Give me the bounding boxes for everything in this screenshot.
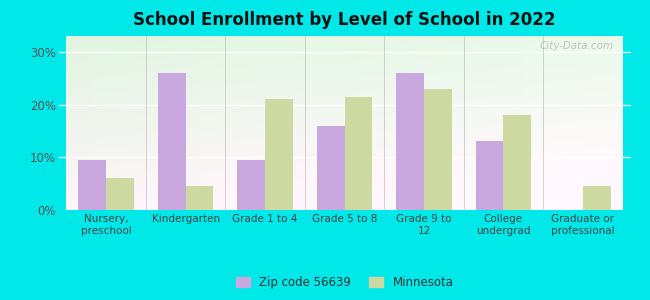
Bar	[503, 115, 531, 210]
Legend: Zip code 56639, Minnesota: Zip code 56639, Minnesota	[229, 270, 460, 295]
Title: School Enrollment by Level of School in 2022: School Enrollment by Level of School in …	[133, 11, 556, 29]
Bar	[396, 73, 424, 210]
Bar	[583, 186, 610, 210]
Text: City-Data.com: City-Data.com	[540, 41, 614, 51]
Bar	[186, 186, 213, 210]
Bar	[106, 178, 134, 210]
Bar	[424, 89, 452, 210]
Bar	[476, 142, 503, 210]
Bar	[317, 126, 345, 210]
Bar	[79, 160, 106, 210]
Bar	[237, 160, 265, 210]
Bar	[265, 99, 293, 210]
Bar	[344, 97, 372, 210]
Bar	[158, 73, 186, 210]
